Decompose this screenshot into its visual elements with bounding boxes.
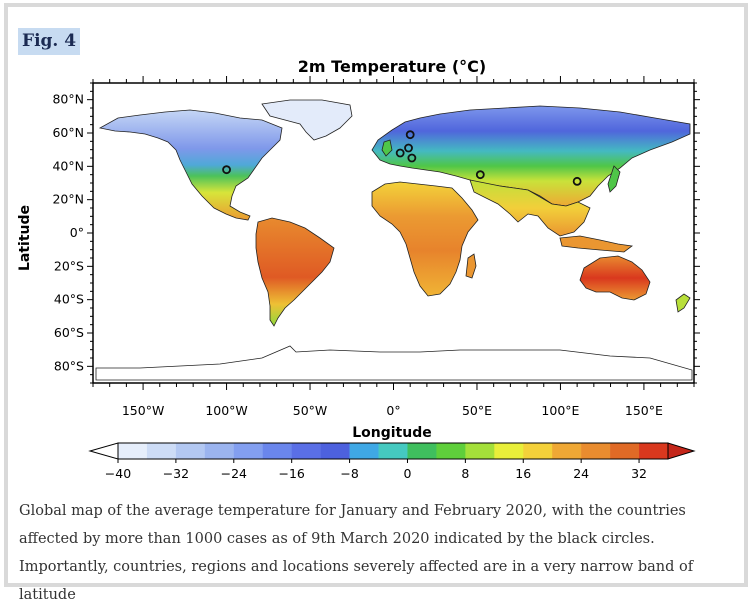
map-title: 2m Temperature (°C) [298, 57, 486, 76]
lon-tick-label: 150°W [122, 403, 164, 418]
lat-tick-label: 40°N [52, 158, 84, 173]
map-area: 80°N 60°N 40°N 20°N 0° 20°S 40°S 60°S 80°S [52, 76, 700, 390]
case-marker-iran [475, 170, 485, 180]
lat-tick-label: 80°N [52, 92, 84, 107]
latitude-ticks: 80°N 60°N 40°N 20°N 0° 20°S 40°S 60°S 80°S [52, 82, 700, 384]
colorbar-bin [407, 443, 437, 459]
lon-tick-label: 100°W [205, 403, 247, 418]
land-eurasia [371, 105, 691, 207]
land-greenland [261, 99, 353, 141]
colorbar-bin [291, 443, 321, 459]
colorbar-bin [175, 443, 206, 459]
colorbar-outline [117, 442, 669, 460]
lon-tick-label: 50°E [462, 403, 492, 418]
colorbar-label: −24 [221, 466, 247, 481]
colorbar-label: 24 [573, 466, 589, 481]
case-marker-usa [222, 165, 231, 175]
colorbar: −40 −32 −24 −16 −8 0 8 16 24 32 [88, 442, 696, 481]
colorbar-bin [320, 443, 350, 459]
colorbar-max-extend [667, 442, 696, 460]
longitude-ticks [92, 76, 695, 390]
land-south-america [255, 217, 335, 327]
lon-tick-label: 50°W [293, 403, 328, 418]
colorbar-label: −32 [163, 466, 189, 481]
land-south-asia [469, 179, 591, 237]
land-uk [381, 139, 393, 157]
lon-tick-label: 100°E [541, 403, 579, 418]
colorbar-label: 0 [403, 466, 411, 481]
colorbar-label: −40 [105, 466, 131, 481]
figure-svg: 2m Temperature (°C) 80°N 60°N 40°N 20°N 0 [17, 57, 700, 481]
colorbar-bin [436, 443, 466, 459]
colorbar-label: −16 [278, 466, 304, 481]
land-japan [607, 165, 621, 193]
lat-tick-label: 40°S [54, 292, 84, 307]
case-marker-france [395, 148, 405, 158]
colorbar-label: 16 [515, 466, 531, 481]
lat-tick-label: 0° [70, 225, 84, 240]
lon-tick-label: 150°E [625, 403, 663, 418]
colorbar-label: −8 [340, 466, 358, 481]
colorbar-min-extend [88, 442, 119, 460]
land-antarctica [95, 345, 693, 381]
lat-tick-label: 80°S [54, 358, 84, 373]
colorbar-bin [523, 443, 553, 459]
lon-tick-label: 0° [386, 403, 400, 418]
case-marker-germany [404, 143, 413, 153]
figure-label: Fig. 4 [18, 28, 81, 55]
lat-tick-label: 60°N [52, 125, 84, 140]
land-africa [371, 181, 479, 297]
colorbar-bin [204, 443, 235, 459]
longitude-tick-labels: 150°W 100°W 50°W 0° 50°E 100°E 150°E [122, 403, 663, 418]
figure-caption: Global map of the average temperature fo… [19, 503, 694, 603]
colorbar-bin [349, 443, 379, 459]
land-madagascar [465, 253, 477, 279]
colorbar-bin [146, 443, 177, 459]
lat-tick-label: 20°N [52, 192, 84, 207]
land-north-america [98, 109, 283, 221]
colorbar-bin [262, 443, 292, 459]
colorbar-bin [581, 443, 611, 459]
lat-tick-label: 20°S [54, 258, 84, 273]
case-marker-china [572, 176, 582, 186]
case-marker-italy [407, 153, 417, 163]
land-indonesia [559, 235, 634, 253]
colorbar-bin [233, 443, 264, 459]
case-markers [222, 130, 582, 186]
land-australia [579, 255, 651, 301]
colorbar-label: 8 [461, 466, 469, 481]
colorbar-bin [552, 443, 582, 459]
lat-tick-label: 60°S [54, 325, 84, 340]
colorbar-bin [118, 443, 148, 459]
x-axis-label: Longitude [352, 425, 432, 441]
land-new-zealand [675, 293, 691, 313]
colorbar-label: 32 [631, 466, 647, 481]
colorbar-bin [378, 443, 408, 459]
colorbar-bin [610, 443, 640, 459]
case-marker-scandinavia [405, 130, 415, 140]
colorbar-bin [639, 443, 669, 459]
colorbar-bin [465, 443, 495, 459]
y-axis-label: Latitude [17, 205, 33, 271]
colorbar-bin [494, 443, 524, 459]
